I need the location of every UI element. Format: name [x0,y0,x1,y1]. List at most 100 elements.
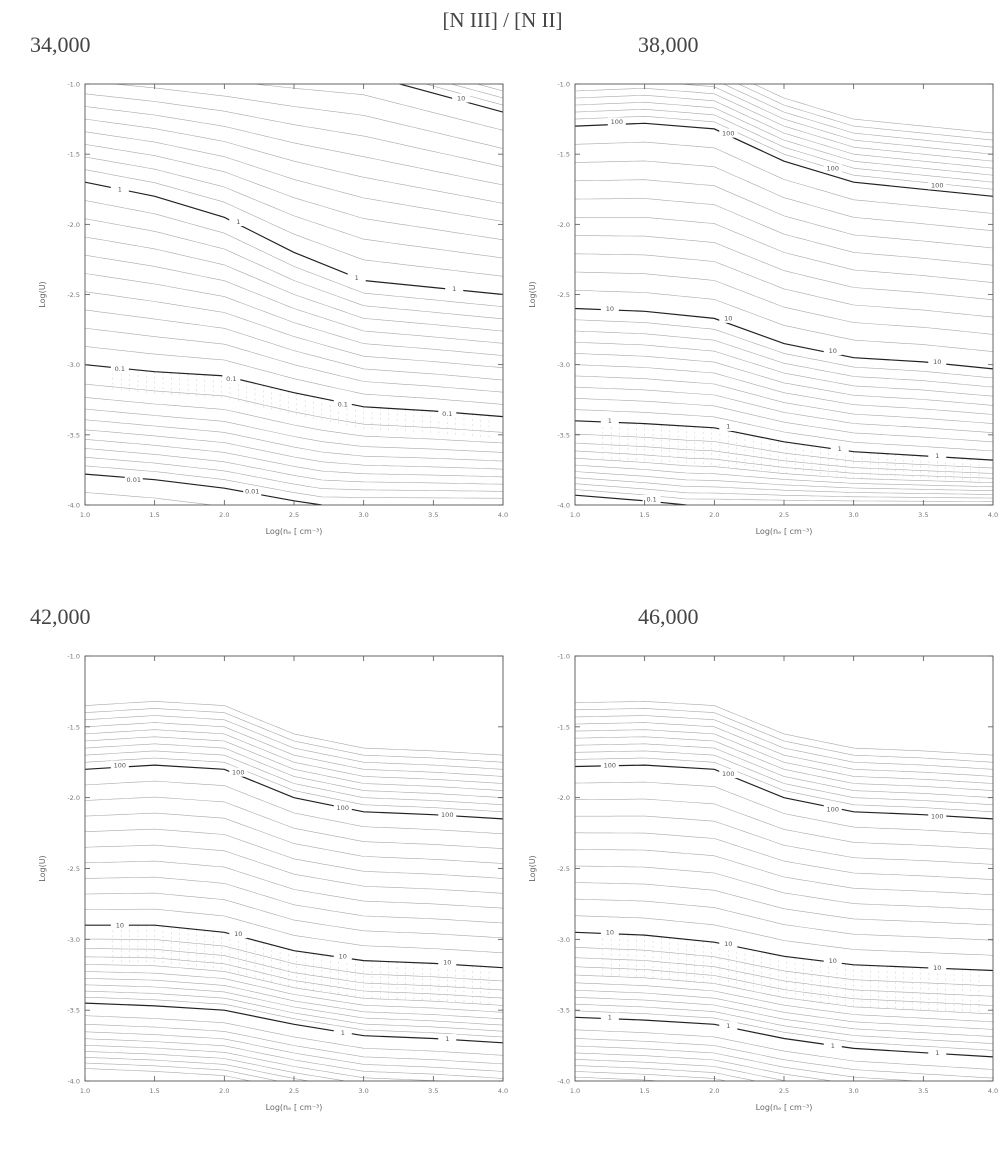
contour-label-bg [928,451,947,461]
contour-label-bg [600,760,619,770]
thin-contour-line [575,555,993,565]
thin-contour-line [85,131,503,222]
thin-contour-line [85,828,503,879]
y-tick-label: -1.5 [67,151,80,159]
contour-label: 100 [114,761,126,769]
thin-contour-line [575,849,993,895]
thin-contour-line [85,908,503,954]
contour-label: 10 [829,347,837,355]
contour-label-bg [823,804,842,814]
contour-label-bg [823,1041,842,1051]
contour-label-bg [600,304,619,314]
thin-contour-line [476,84,503,92]
contour-chart: 10 1 1 1 1 0.1 0.1 0.1 0.1 0.01 0.01 -1.0 -1.5 -2.0 -2… [38,81,508,566]
contour-label-bg [830,444,849,454]
labeled-contour-line [575,931,993,972]
y-tick-label: -2.5 [557,291,570,299]
thin-contour-line [575,353,993,406]
contour-label: 100 [337,804,349,812]
y-tick-label: -2.0 [67,221,80,229]
contour-label-bg [229,767,248,777]
contour-label-bg [719,313,738,323]
x-axis-label: Log(nₑ [ cm⁻³) [266,527,323,536]
thin-contour-line [575,364,993,415]
thin-contour-line [85,796,503,849]
x-tick-label: 1.5 [149,511,159,519]
contour-label: 10 [724,940,732,948]
thin-contour-line [575,882,993,926]
thin-contour-line [575,798,993,850]
thin-contour-line [424,84,503,106]
thin-contour-line [85,708,503,763]
thin-contour-line [85,218,503,320]
contour-label: 0.01 [245,487,259,495]
panel-title: 46,000 [638,604,699,629]
panel-34000: 34,000 10 1 1 1 1 0.1 0.1 0.1 0.1 0.01 0.01 -1.0 -1.… [28,32,508,602]
contour-label: 0.1 [338,400,348,408]
thin-contour-line [575,543,993,553]
thin-contour-line [501,84,503,85]
contour-label-bg [222,374,241,384]
contour-label: 0.01 [127,476,141,484]
panel-38000: 38,000 100 100 100 100 10 10 10 10 1 1 1 1 0.1 -1.0 -1… [518,32,998,602]
thin-contour-line [575,198,993,266]
thin-contour-line [575,781,993,835]
contour-label-bg [124,475,143,485]
thin-contour-line [85,383,503,433]
y-tick-label: -2.5 [557,865,570,873]
contour-label: 1 [726,1022,730,1030]
x-axis-label: Log(nₑ [ cm⁻³) [266,1103,323,1112]
thin-contour-line [85,346,503,405]
thin-contour-line [85,948,503,991]
contour-label: 100 [722,770,734,778]
thin-contour-line [575,115,993,190]
thin-contour-line [85,996,503,1038]
thin-contour-line [575,974,993,1015]
y-tick-label: -3.0 [67,361,80,369]
contour-label-bg [823,163,842,173]
thin-contour-line [85,169,503,277]
contour-label: 10 [829,957,837,965]
thin-contour-line [575,433,993,469]
labeled-contour-line [85,924,503,969]
thin-contour-line [575,898,993,941]
contour-label: 10 [606,929,614,937]
thin-contour-line [85,978,503,1020]
contour-label: 1 [935,452,939,460]
contour-label: 10 [443,958,451,966]
x-tick-label: 2.0 [709,1087,719,1095]
thin-contour-line [575,101,993,176]
thin-contour-line [85,938,503,982]
contour-label-bg [928,963,947,973]
contour-label-bg [438,1034,457,1043]
thin-contour-line [575,398,993,443]
labeled-contour-line [85,764,503,820]
x-axis-label: Log(nₑ [ cm⁻³) [756,1103,813,1112]
thin-contour-line [575,375,993,424]
thin-contour-line [85,408,503,453]
contour-label: 100 [611,118,623,126]
contour-chart: 100 100 100 100 10 10 10 10 1 1 -1.0 -1.5 -2.0 -2.5 -3… [38,653,508,1113]
thin-contour-line [85,1062,280,1081]
y-tick-label: -2.0 [67,794,80,802]
thin-contour-line [85,1031,503,1072]
thin-contour-line [575,217,993,283]
contour-label: 1 [452,285,456,293]
thin-contour-line [85,812,503,864]
x-tick-label: 3.0 [358,511,368,519]
thin-contour-line [85,439,503,478]
thin-contour-line [450,84,503,99]
contour-label: 100 [827,805,839,813]
x-tick-label: 2.5 [289,511,299,519]
thin-contour-line [575,1065,758,1081]
thin-contour-line [85,273,503,356]
thin-contour-line [575,160,993,232]
thin-contour-line [575,87,993,162]
panel-title: 42,000 [30,604,91,629]
contour-label: 1 [726,423,730,431]
thin-contour-line [575,386,993,433]
thin-contour-line [575,997,993,1037]
thin-contour-line [85,236,503,332]
thin-contour-line [85,535,503,566]
contour-label: 10 [234,930,242,938]
